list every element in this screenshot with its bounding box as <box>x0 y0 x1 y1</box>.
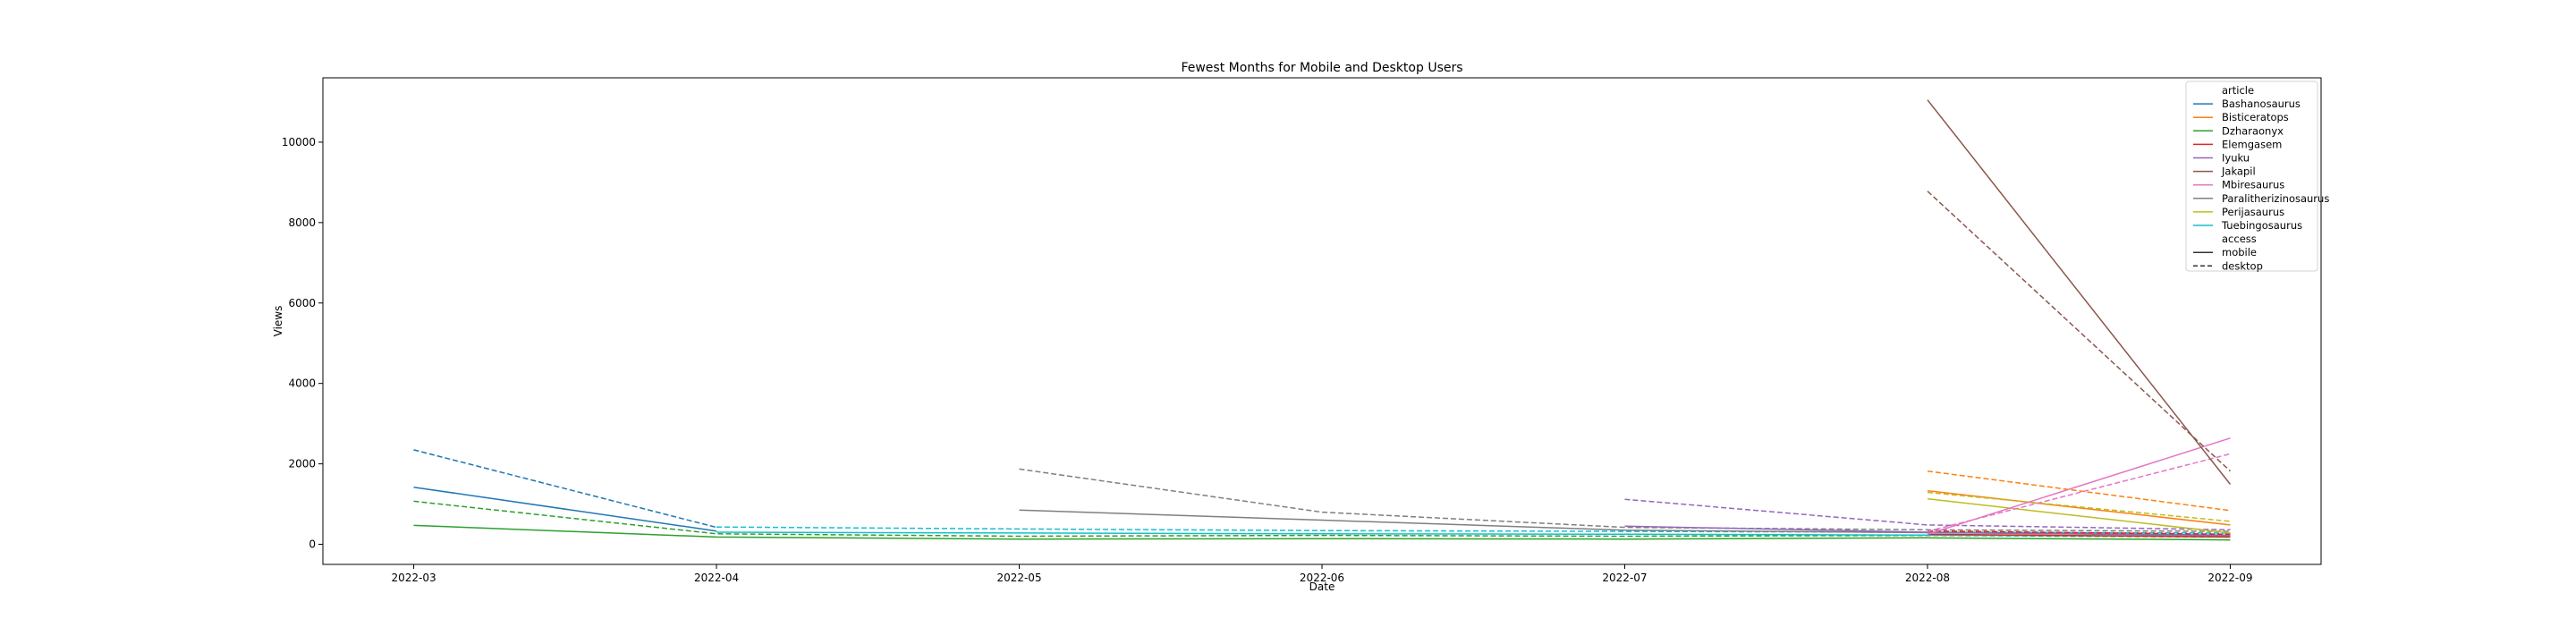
legend-item-label: Dzharaonyx <box>2222 124 2284 137</box>
series-line-paralitherizinosaurus-desktop <box>1019 468 2231 532</box>
series-line-mbiresaurus-desktop <box>1927 453 2231 532</box>
y-tick-label: 0 <box>309 538 316 551</box>
series-line-bashanosaurus-desktop <box>413 449 717 529</box>
series-line-bisticeratops-mobile <box>1927 489 2231 526</box>
y-tick-label: 2000 <box>288 458 316 470</box>
legend-item-label: Bisticeratops <box>2222 111 2289 123</box>
y-tick-label: 4000 <box>288 377 316 390</box>
x-tick-label: 2022-06 <box>1300 572 1344 584</box>
series-line-tuebingosaurus-desktop <box>716 526 2231 534</box>
x-tick-label: 2022-03 <box>391 572 436 584</box>
series-line-perijasaurus-desktop <box>1927 491 2231 522</box>
legend-header-access: access <box>2222 233 2257 245</box>
legend-item-label: Mbiresaurus <box>2222 179 2284 191</box>
series-line-perijasaurus-mobile <box>1927 497 2231 534</box>
legend-item-label: desktop <box>2222 259 2263 272</box>
legend: articleBashanosaurusBisticeratopsDzharao… <box>2185 80 2329 272</box>
legend-item-label: Tuebingosaurus <box>2221 219 2302 232</box>
legend-item-label: mobile <box>2222 246 2257 258</box>
series-line-iyuku-mobile <box>1624 525 2231 536</box>
series-line-iyuku-desktop <box>1624 498 2231 531</box>
x-tick-label: 2022-07 <box>1602 572 1647 584</box>
legend-box <box>2185 80 2318 272</box>
series-line-bisticeratops-desktop <box>1927 470 2231 512</box>
legend-item-label: Jakapil <box>2221 165 2256 178</box>
legend-header-article: article <box>2222 84 2254 97</box>
legend-item-label: Elemgasem <box>2222 138 2282 150</box>
y-axis-title: Views <box>272 306 284 337</box>
chart-title: Fewest Months for Mobile and Desktop Use… <box>1181 61 1462 75</box>
y-tick-label: 8000 <box>288 216 316 229</box>
series-line-elemgasem-desktop <box>1927 530 2231 536</box>
series-line-dzharaonyx-mobile <box>413 524 2231 541</box>
legend-item-label: Paralitherizinosaurus <box>2222 192 2329 205</box>
x-axis-title: Date <box>1309 580 1335 593</box>
x-tick-label: 2022-05 <box>996 572 1041 584</box>
series-line-elemgasem-mobile <box>1927 533 2231 538</box>
series-line-jakapil-mobile <box>1927 99 2232 485</box>
legend-item-label: Bashanosaurus <box>2222 97 2301 110</box>
legend-item-label: Iyuku <box>2222 152 2250 165</box>
series-line-bashanosaurus-mobile <box>413 486 717 532</box>
x-tick-label: 2022-09 <box>2207 572 2252 584</box>
series-line-jakapil-desktop <box>1927 191 2232 472</box>
y-tick-label: 6000 <box>288 297 316 309</box>
y-tick-label: 10000 <box>282 136 316 148</box>
legend-item-label: Perijasaurus <box>2222 206 2284 218</box>
x-tick-label: 2022-08 <box>1905 572 1950 584</box>
x-tick-label: 2022-04 <box>694 572 739 584</box>
